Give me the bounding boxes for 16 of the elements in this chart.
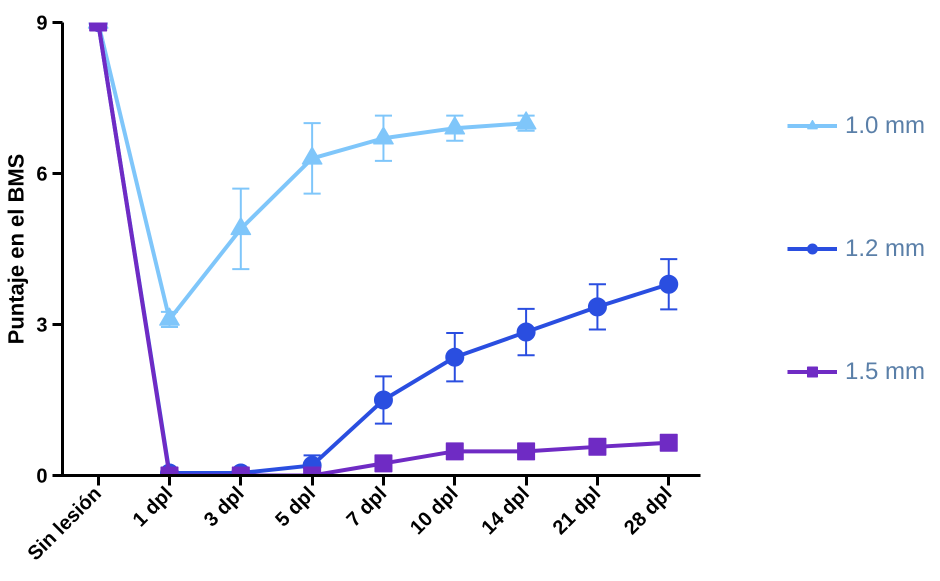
legend-label: 1.2 mm bbox=[844, 234, 925, 262]
x-tick-label: 3 dpl bbox=[200, 482, 249, 532]
x-tick-label: 5 dpl bbox=[271, 482, 320, 532]
y-tick-label: 3 bbox=[36, 314, 48, 336]
y-tick-label: 6 bbox=[36, 164, 48, 186]
x-tick-label: 21 dpl bbox=[548, 482, 606, 540]
x-tick-label: 14 dpl bbox=[477, 482, 534, 540]
x-tick-label: 7 dpl bbox=[342, 482, 392, 532]
x-tick-label: 1 dpl bbox=[128, 482, 178, 532]
y-axis-title: Puntaje en el BMS bbox=[3, 154, 28, 344]
legend-label: 1.5 mm bbox=[844, 358, 925, 386]
y-tick-label: 0 bbox=[36, 466, 48, 488]
legend-label: 1.0 mm bbox=[844, 112, 925, 140]
x-tick-label: 28 dpl bbox=[620, 482, 677, 540]
x-tick-label: 10 dpl bbox=[406, 482, 463, 540]
y-tick-label: 9 bbox=[36, 12, 48, 34]
